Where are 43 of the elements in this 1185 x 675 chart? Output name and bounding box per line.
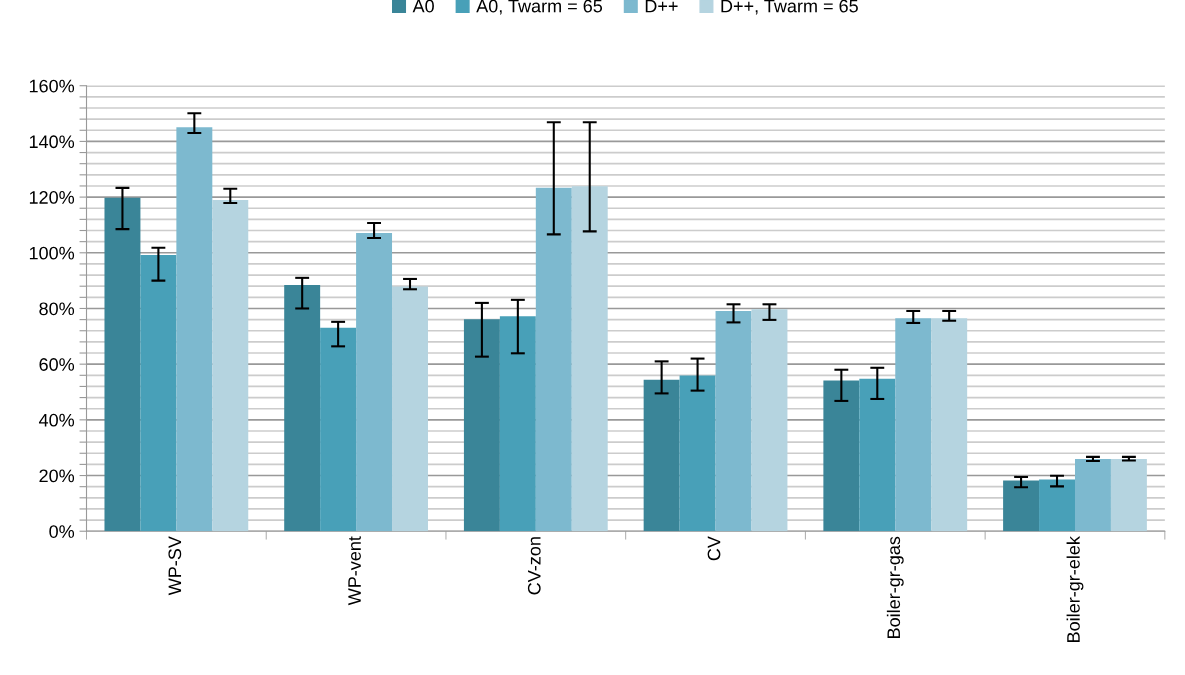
bar — [859, 378, 896, 532]
bar — [1003, 480, 1040, 532]
bar — [392, 286, 428, 532]
bar — [895, 318, 932, 532]
bar — [356, 233, 393, 532]
bar — [643, 379, 680, 532]
x-tick-label: CV-zon — [527, 537, 541, 595]
y-tick-label: 60% — [39, 358, 75, 371]
y-tick-label: 160% — [29, 79, 75, 93]
bar — [176, 127, 213, 532]
bar — [823, 380, 860, 532]
legend-label: D++ — [645, 0, 678, 13]
y-tick-label: 80% — [39, 302, 75, 316]
y-tick-label: 0% — [49, 525, 75, 538]
x-tick-label: Boiler-gr-elek — [1066, 536, 1084, 642]
bar — [1039, 479, 1075, 532]
bar — [571, 186, 608, 532]
legend-label: D++, Twarm = 65 — [721, 0, 858, 15]
bar — [1074, 459, 1111, 532]
bar — [140, 255, 177, 532]
y-tick-label: 20% — [39, 469, 75, 483]
bar — [499, 316, 536, 532]
bar — [715, 310, 752, 532]
y-tick-label: 100% — [29, 246, 75, 260]
legend-label: A0 — [412, 0, 434, 13]
bar — [1110, 459, 1147, 532]
legend-label: A0, Twarm = 65 — [476, 0, 603, 15]
y-tick-label: 140% — [29, 135, 75, 149]
bar — [320, 327, 357, 532]
bar — [212, 199, 249, 532]
x-tick-label: Boiler-gr-gas — [886, 536, 904, 638]
x-tick-label: WP-vent — [348, 536, 361, 606]
bar — [104, 197, 141, 532]
y-tick-label: 40% — [38, 413, 75, 427]
bar — [463, 319, 500, 532]
bar — [751, 309, 788, 532]
bar — [679, 375, 716, 532]
bar — [284, 285, 321, 532]
x-tick-label: WP-SV — [168, 536, 182, 596]
bar — [535, 187, 572, 532]
x-tick-label: CV — [707, 536, 721, 561]
y-tick-label: 120% — [29, 191, 75, 204]
bar — [931, 318, 968, 532]
